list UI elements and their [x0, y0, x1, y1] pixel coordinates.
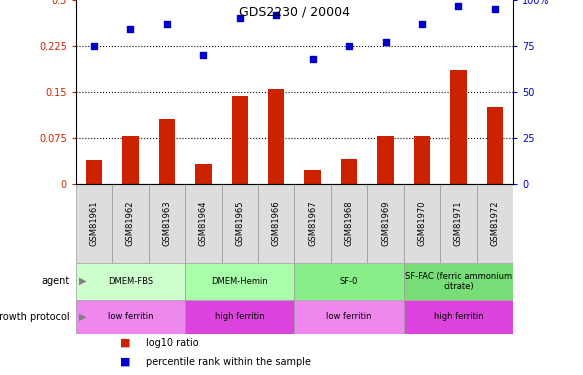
Text: GSM81966: GSM81966 — [272, 200, 280, 246]
Bar — [185, 184, 222, 262]
Point — [126, 26, 135, 32]
Bar — [86, 160, 102, 184]
Text: GSM81970: GSM81970 — [417, 200, 426, 246]
Text: GSM81968: GSM81968 — [345, 200, 353, 246]
Text: GSM81962: GSM81962 — [126, 200, 135, 246]
Point — [308, 56, 317, 62]
Text: growth protocol: growth protocol — [0, 312, 70, 322]
Bar — [341, 159, 357, 184]
Text: GSM81963: GSM81963 — [163, 200, 171, 246]
Point — [89, 43, 99, 49]
Bar — [294, 300, 403, 334]
Text: ▶: ▶ — [79, 276, 86, 286]
Bar — [76, 184, 112, 262]
Bar — [149, 184, 185, 262]
Text: GSM81961: GSM81961 — [90, 200, 99, 246]
Text: log10 ratio: log10 ratio — [146, 338, 198, 348]
Bar — [294, 184, 331, 262]
Bar — [450, 70, 466, 184]
Text: high ferritin: high ferritin — [215, 312, 265, 321]
Bar — [476, 184, 513, 262]
Bar — [487, 107, 503, 184]
Point — [454, 3, 463, 9]
Point — [199, 52, 208, 58]
Bar — [76, 262, 185, 300]
Point — [381, 39, 390, 45]
Point — [272, 12, 281, 18]
Bar — [159, 119, 175, 184]
Point — [162, 21, 171, 27]
Bar — [377, 136, 394, 184]
Point — [417, 21, 427, 27]
Text: ■: ■ — [120, 338, 130, 348]
Text: GSM81969: GSM81969 — [381, 200, 390, 246]
Text: GDS2230 / 20004: GDS2230 / 20004 — [239, 6, 350, 19]
Bar — [258, 184, 294, 262]
Bar — [195, 164, 212, 184]
Bar — [122, 136, 139, 184]
Text: percentile rank within the sample: percentile rank within the sample — [146, 357, 311, 367]
Text: GSM81965: GSM81965 — [236, 200, 244, 246]
Point — [345, 43, 354, 49]
Bar — [112, 184, 149, 262]
Bar — [294, 262, 403, 300]
Text: GSM81964: GSM81964 — [199, 200, 208, 246]
Bar — [403, 300, 513, 334]
Text: low ferritin: low ferritin — [326, 312, 372, 321]
Bar — [367, 184, 403, 262]
Bar — [414, 136, 430, 184]
Bar — [231, 96, 248, 184]
Text: low ferritin: low ferritin — [108, 312, 153, 321]
Bar — [304, 170, 321, 184]
Bar — [403, 184, 440, 262]
Text: SF-0: SF-0 — [340, 277, 359, 286]
Bar — [268, 89, 285, 184]
Text: GSM81972: GSM81972 — [490, 200, 499, 246]
Text: agent: agent — [42, 276, 70, 286]
Point — [235, 15, 244, 21]
Text: DMEM-FBS: DMEM-FBS — [108, 277, 153, 286]
Bar — [222, 184, 258, 262]
Point — [490, 6, 500, 12]
Text: ▶: ▶ — [79, 312, 86, 322]
Bar — [76, 300, 185, 334]
Text: ■: ■ — [120, 357, 130, 367]
Text: high ferritin: high ferritin — [434, 312, 483, 321]
Bar — [440, 184, 476, 262]
Bar — [331, 184, 367, 262]
Bar — [185, 262, 294, 300]
Bar — [403, 262, 513, 300]
Text: GSM81971: GSM81971 — [454, 200, 463, 246]
Text: GSM81967: GSM81967 — [308, 200, 317, 246]
Text: DMEM-Hemin: DMEM-Hemin — [212, 277, 268, 286]
Bar — [185, 300, 294, 334]
Text: SF-FAC (ferric ammonium
citrate): SF-FAC (ferric ammonium citrate) — [405, 272, 512, 291]
